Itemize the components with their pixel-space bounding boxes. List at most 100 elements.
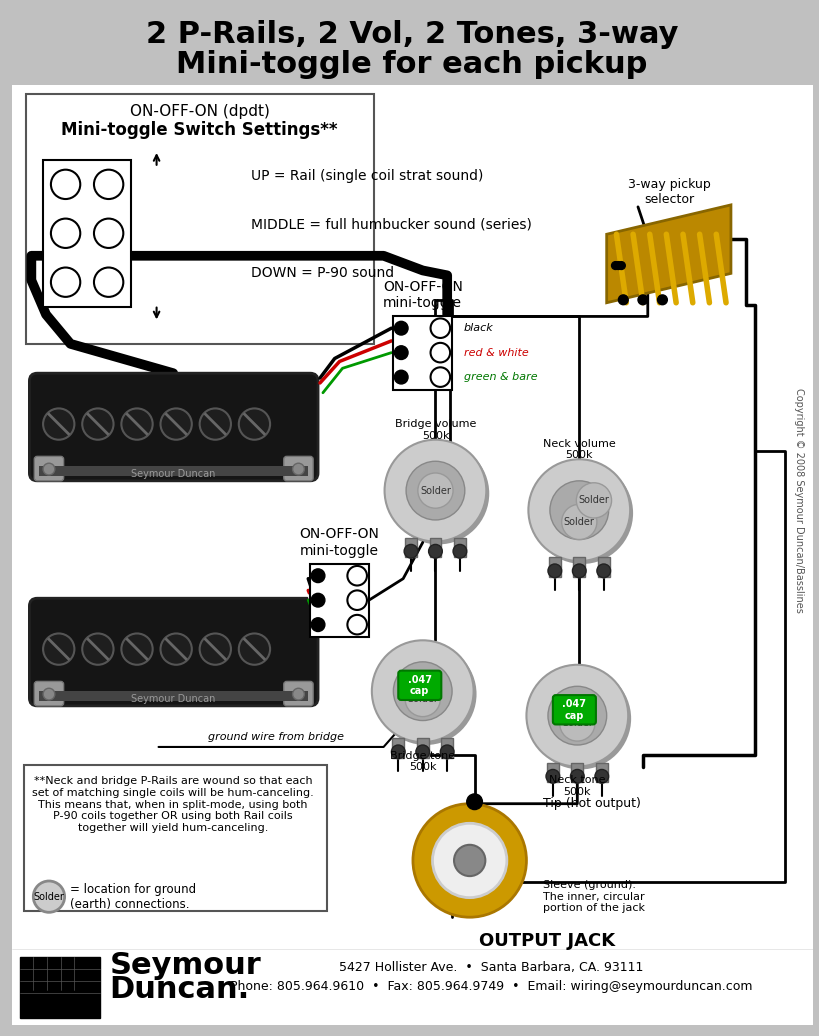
Text: Neck volume
500k: Neck volume 500k (543, 438, 616, 460)
Circle shape (292, 688, 305, 700)
Circle shape (453, 545, 467, 558)
Circle shape (393, 662, 452, 721)
Bar (405, 538, 417, 557)
Circle shape (571, 770, 584, 783)
Circle shape (372, 640, 473, 742)
Circle shape (82, 633, 114, 665)
Circle shape (441, 745, 454, 758)
Circle shape (550, 481, 609, 540)
Text: Duncan.: Duncan. (110, 975, 250, 1004)
Text: **Neck and bridge P-Rails are wound so that each
set of matching single coils wi: **Neck and bridge P-Rails are wound so t… (32, 776, 314, 833)
Circle shape (387, 442, 489, 545)
Circle shape (467, 794, 482, 809)
Bar (430, 538, 441, 557)
Text: Solder: Solder (407, 694, 438, 704)
FancyBboxPatch shape (398, 670, 441, 700)
FancyBboxPatch shape (34, 456, 64, 481)
Circle shape (416, 745, 430, 758)
Circle shape (548, 686, 607, 745)
Circle shape (454, 844, 486, 876)
Circle shape (405, 682, 441, 717)
Circle shape (406, 461, 465, 520)
Circle shape (311, 569, 325, 582)
FancyBboxPatch shape (29, 598, 318, 706)
Text: Mini-toggle Switch Settings**: Mini-toggle Switch Settings** (61, 120, 338, 139)
Bar (11, 85, 813, 955)
Circle shape (347, 615, 367, 634)
Circle shape (161, 633, 192, 665)
FancyBboxPatch shape (34, 682, 64, 706)
Circle shape (82, 408, 114, 439)
Bar (24, 765, 327, 912)
Text: UP = Rail (single coil strat sound): UP = Rail (single coil strat sound) (251, 169, 484, 182)
Circle shape (395, 346, 408, 359)
Text: Neck tone
500k: Neck tone 500k (549, 775, 605, 797)
Text: Solder: Solder (562, 719, 593, 728)
Circle shape (347, 566, 367, 585)
Bar (572, 762, 583, 782)
Text: Solder: Solder (578, 495, 609, 506)
Text: Copyright © 2008 Seymour Duncan/Basslines: Copyright © 2008 Seymour Duncan/Bassline… (794, 387, 804, 613)
Circle shape (347, 591, 367, 610)
Circle shape (395, 370, 408, 384)
Text: 2 P-Rails, 2 Vol, 2 Tones, 3-way: 2 P-Rails, 2 Vol, 2 Tones, 3-way (146, 20, 678, 49)
Circle shape (413, 804, 527, 917)
Circle shape (577, 483, 612, 518)
Circle shape (94, 219, 124, 248)
Text: Bridge tone
500k: Bridge tone 500k (390, 751, 455, 773)
Text: Seymour Duncan: Seymour Duncan (131, 694, 215, 704)
Circle shape (548, 564, 562, 578)
Circle shape (375, 643, 477, 745)
Text: Bridge volume
500k: Bridge volume 500k (395, 420, 476, 440)
Text: Seymour: Seymour (110, 951, 261, 980)
Circle shape (121, 633, 152, 665)
Circle shape (595, 770, 609, 783)
Circle shape (418, 473, 453, 509)
Circle shape (51, 219, 80, 248)
FancyBboxPatch shape (29, 373, 318, 481)
Circle shape (432, 824, 507, 897)
Circle shape (121, 408, 152, 439)
Circle shape (200, 633, 231, 665)
Circle shape (658, 295, 667, 305)
Circle shape (618, 295, 628, 305)
Bar (573, 557, 585, 577)
Bar (20, 957, 100, 1018)
Text: Tip (hot output): Tip (hot output) (543, 798, 641, 810)
Polygon shape (607, 205, 731, 303)
Text: Phone: 805.964.9610  •  Fax: 805.964.9749  •  Email: wiring@seymourduncan.com: Phone: 805.964.9610 • Fax: 805.964.9749 … (230, 980, 753, 994)
Bar (11, 11, 813, 85)
Circle shape (528, 459, 630, 562)
Circle shape (34, 881, 65, 913)
Circle shape (395, 321, 408, 335)
Text: ON-OFF-ON
mini-toggle: ON-OFF-ON mini-toggle (300, 527, 379, 557)
Bar (39, 466, 308, 476)
Circle shape (94, 170, 124, 199)
Text: Solder: Solder (420, 486, 451, 495)
Circle shape (43, 463, 55, 474)
Bar (310, 564, 369, 637)
FancyBboxPatch shape (553, 695, 596, 724)
Circle shape (618, 262, 625, 269)
Circle shape (597, 564, 611, 578)
Circle shape (612, 262, 619, 269)
Bar (43, 160, 131, 307)
Circle shape (311, 594, 325, 607)
Text: = location for ground
(earth) connections.: = location for ground (earth) connection… (70, 883, 197, 911)
Bar (11, 950, 813, 1025)
Circle shape (527, 665, 628, 767)
Circle shape (532, 462, 633, 564)
Circle shape (292, 463, 305, 474)
Bar (598, 557, 609, 577)
Circle shape (161, 408, 192, 439)
Text: 5427 Hollister Ave.  •  Santa Barbara, CA. 93111: 5427 Hollister Ave. • Santa Barbara, CA.… (339, 960, 644, 974)
Circle shape (559, 706, 595, 741)
Text: green & bare: green & bare (464, 372, 537, 382)
Text: .047
cap: .047 cap (563, 699, 586, 721)
Text: Solder: Solder (563, 517, 595, 527)
Circle shape (51, 267, 80, 297)
Circle shape (529, 668, 631, 770)
Bar (26, 94, 373, 344)
Bar (549, 557, 561, 577)
FancyBboxPatch shape (284, 682, 313, 706)
